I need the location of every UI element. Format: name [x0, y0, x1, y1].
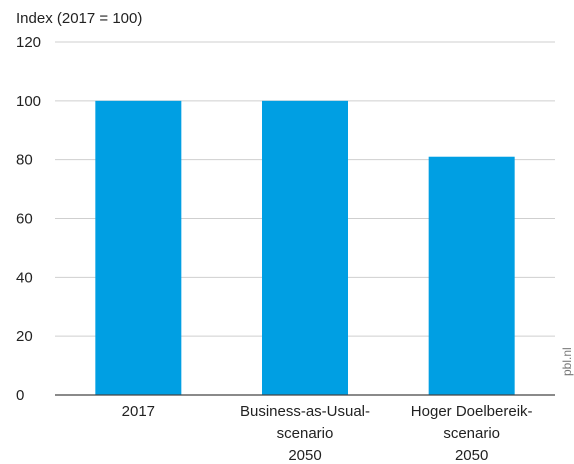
y-tick-label: 120: [16, 34, 41, 51]
y-tick-labels: 0 20 40 60 80 100 120: [16, 34, 41, 404]
x-tick-label-line: scenario: [443, 425, 500, 442]
y-tick-label: 100: [16, 93, 41, 110]
x-tick-label-line: 2050: [455, 447, 488, 464]
x-tick-label-line: Hoger Doelbereik-: [411, 403, 533, 420]
x-tick-label: Business-as-Usual-scenario 2050: [240, 403, 370, 464]
x-tick-label: 2017: [122, 403, 155, 420]
y-tick-label: 40: [16, 269, 33, 286]
x-tick-label-line: 2050: [288, 447, 321, 464]
x-tick-label-line: 2017: [122, 403, 155, 420]
y-tick-label: 0: [16, 387, 24, 404]
x-tick-label-line: Business-as-Usual-: [240, 403, 370, 420]
y-tick-label: 20: [16, 328, 33, 345]
bar: [428, 156, 515, 395]
bars: [95, 100, 515, 395]
source-credit: pbl.nl: [560, 347, 574, 376]
bar: [262, 100, 348, 395]
y-axis-label: Index (2017 = 100): [16, 10, 142, 27]
x-tick-label: Hoger Doelbereik-scenario 2050: [411, 403, 533, 464]
y-tick-label: 60: [16, 211, 33, 228]
bar: [95, 100, 182, 395]
x-tick-label-line: scenario: [277, 425, 334, 442]
y-tick-label: 80: [16, 152, 33, 169]
x-tick-labels: 2017 Business-as-Usual-scenario 2050Hoger …: [122, 403, 533, 464]
